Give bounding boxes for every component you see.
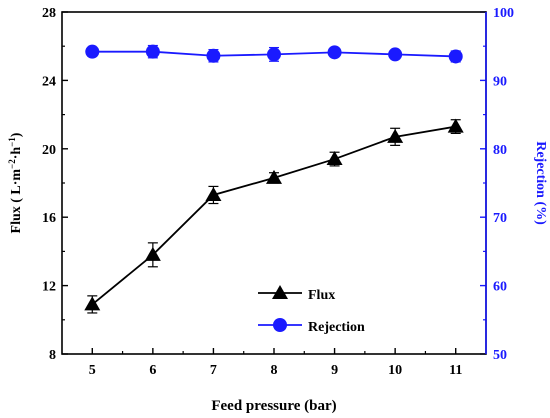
rejection-point: [85, 44, 100, 59]
legend-flux-label: Flux: [308, 288, 335, 303]
flux-point: [84, 296, 101, 311]
x-tick-label: 10: [388, 363, 402, 378]
right-tick-label: 80: [493, 143, 507, 158]
x-tick-label: 8: [271, 363, 278, 378]
right-tick-label: 70: [493, 211, 507, 226]
series-layer: [84, 44, 464, 314]
right-tick-label: 90: [493, 74, 507, 89]
left-axis-label-sup1: −2: [7, 159, 17, 169]
rejection-point: [327, 45, 342, 60]
legend-flux-marker: [272, 285, 288, 299]
left-tick-label: 24: [42, 74, 56, 89]
right-axis-label: Rejection (%): [533, 141, 548, 225]
flux-point: [144, 246, 161, 261]
x-tick-label: 11: [449, 363, 462, 378]
left-tick-label: 28: [42, 6, 56, 21]
x-axis-label: Feed pressure (bar): [211, 398, 336, 414]
left-tick-label: 8: [49, 348, 56, 363]
rejection-point: [448, 49, 463, 64]
tick-labels: 5 6 7 8 9 10 11 8 12 16 20 24 28 50 60 70 80 90 100: [42, 6, 514, 378]
rejection-point: [388, 47, 403, 62]
left-axis-label-main: Flux ( L·m: [9, 169, 24, 234]
legend-rejection-marker: [273, 318, 287, 332]
left-axis-label-mid: ·h: [9, 147, 24, 160]
left-axis-label: Flux ( L·m−2·h−1): [7, 132, 24, 233]
x-tick-label: 7: [210, 363, 217, 378]
right-tick-label: 50: [493, 348, 507, 363]
left-axis-label-sup2: −1: [7, 137, 17, 147]
flux-point: [387, 128, 404, 143]
left-axis-label-end: ): [9, 132, 24, 137]
x-tick-label: 9: [331, 363, 338, 378]
flux-point: [266, 169, 282, 184]
x-tick-label: 6: [149, 363, 156, 378]
flux-point: [326, 151, 343, 166]
left-tick-label: 20: [42, 143, 56, 158]
legend-rejection-label: Rejection: [308, 320, 365, 335]
legend: Flux Rejection: [258, 285, 365, 335]
x-tick-label: 5: [89, 363, 96, 378]
flux-series-line: [91, 125, 456, 306]
flux-point: [205, 186, 222, 201]
left-tick-label: 12: [42, 280, 56, 295]
flux-point: [447, 118, 464, 133]
right-tick-label: 100: [493, 6, 514, 21]
rejection-point: [206, 48, 221, 63]
rejection-point: [145, 44, 160, 59]
left-tick-label: 16: [42, 211, 56, 226]
rejection-point: [267, 47, 281, 62]
right-tick-label: 60: [493, 280, 507, 295]
